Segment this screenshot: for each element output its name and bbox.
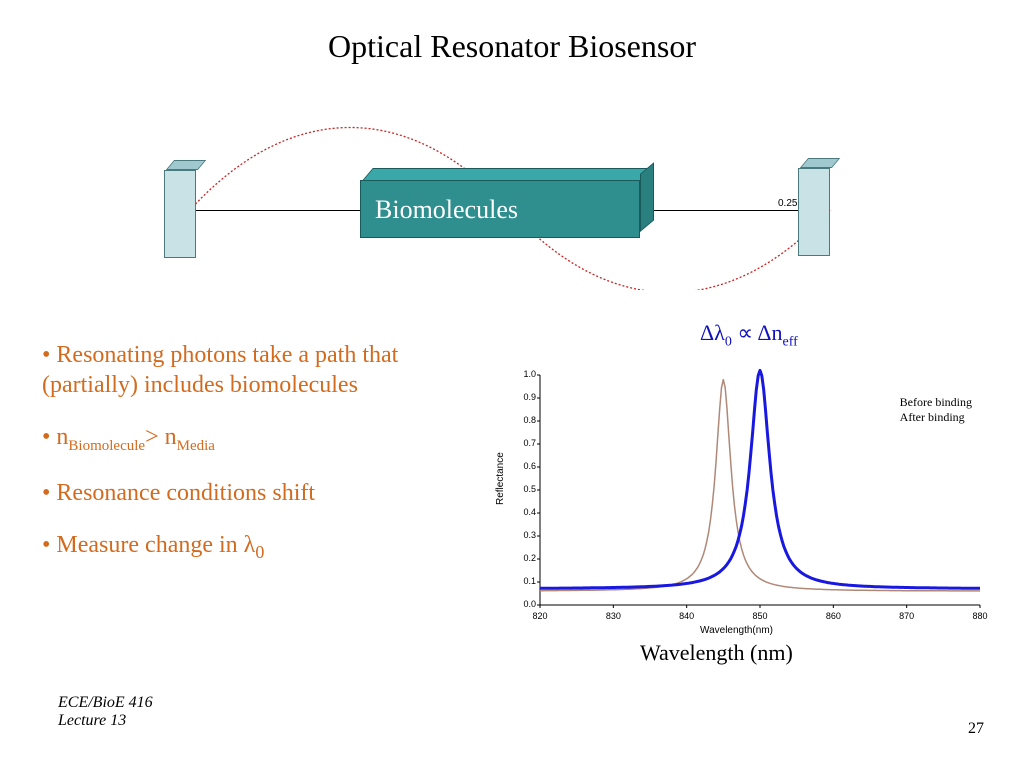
y-tick: 0.1 <box>512 576 536 586</box>
b2-gt: > <box>145 424 165 450</box>
x-axis-label: Wavelength (nm) <box>640 640 793 666</box>
x-tick: 830 <box>601 611 625 621</box>
y-tick: 0.4 <box>512 507 536 517</box>
b2-s2: Media <box>177 438 215 454</box>
y-tick: 0.6 <box>512 461 536 471</box>
y-tick: 0.5 <box>512 484 536 494</box>
footer: ECE/BioE 416 Lecture 13 <box>58 694 153 730</box>
resonator-diagram: 0.251 Biomolecules <box>150 90 870 290</box>
page-number: 27 <box>968 720 984 738</box>
b2-s1: Biomolecule <box>68 438 145 454</box>
slide-title: Optical Resonator Biosensor <box>0 0 1024 65</box>
footer-course: ECE/BioE 416 <box>58 694 153 712</box>
formula-dn: Δn <box>757 320 782 345</box>
formula-s2: eff <box>783 334 798 349</box>
y-tick: 0.9 <box>512 392 536 402</box>
bullet-2: • nBiomolecule> nMedia <box>42 422 472 456</box>
x-tick: 820 <box>528 611 552 621</box>
b4-pre: Measure change in <box>56 532 243 558</box>
y-tick: 0.2 <box>512 553 536 563</box>
formula-prop: ∝ <box>732 320 758 345</box>
biomolecules-label: Biomolecules <box>375 195 518 225</box>
x-tick: 840 <box>675 611 699 621</box>
b4-sub: 0 <box>255 541 264 561</box>
b4-sym: λ <box>244 532 256 558</box>
x-tick: 880 <box>968 611 992 621</box>
mirror-right <box>798 168 830 256</box>
bullet-3-text: Resonance conditions shift <box>56 480 315 506</box>
reflectance-chart: Reflectance 0.00.10.20.30.40.50.60.70.80… <box>500 365 990 645</box>
formula-s1: 0 <box>725 334 732 349</box>
legend-before: Before binding <box>900 395 972 410</box>
formula-dl: Δλ <box>700 320 725 345</box>
x-tick: 870 <box>895 611 919 621</box>
legend-after: After binding <box>900 410 972 425</box>
footer-lecture: Lecture 13 <box>58 712 153 730</box>
b2-n1: n <box>56 424 68 450</box>
y-tick: 0.0 <box>512 599 536 609</box>
x-tick: 850 <box>748 611 772 621</box>
sample-block-side <box>640 162 654 232</box>
chart-legend: Before binding After binding <box>900 395 972 425</box>
bullet-3: • Resonance conditions shift <box>42 478 472 508</box>
y-tick: 1.0 <box>512 369 536 379</box>
x-tick: 860 <box>821 611 845 621</box>
x-axis-label-small: Wavelength(nm) <box>700 625 773 636</box>
mirror-left <box>164 170 196 258</box>
y-tick: 0.3 <box>512 530 536 540</box>
b2-n2: n <box>165 424 177 450</box>
y-tick: 0.8 <box>512 415 536 425</box>
bullet-list: • Resonating photons take a path that (p… <box>42 340 472 585</box>
bullet-1-text: Resonating photons take a path that (par… <box>42 342 398 398</box>
bullet-1: • Resonating photons take a path that (p… <box>42 340 472 400</box>
bullet-4: • Measure change in λ0 <box>42 530 472 563</box>
y-tick: 0.7 <box>512 438 536 448</box>
formula: Δλ0 ∝ Δneff <box>700 320 798 350</box>
